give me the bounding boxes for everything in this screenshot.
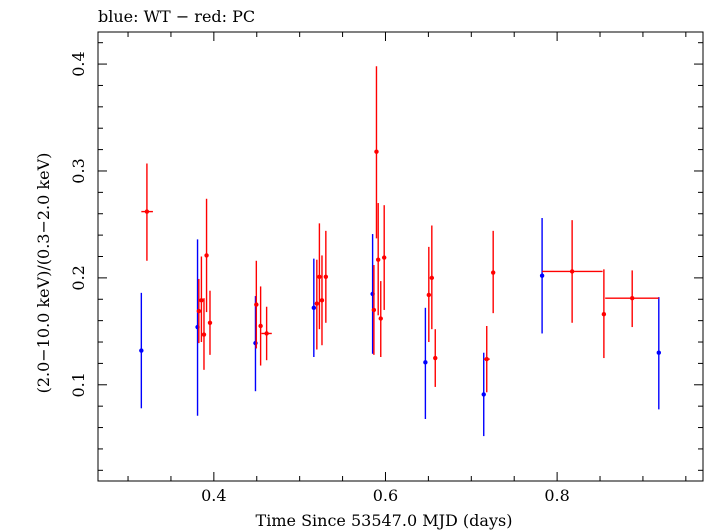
- data-point: [378, 316, 383, 321]
- data-point: [196, 308, 202, 314]
- data-point: [314, 301, 320, 306]
- data-point: [433, 355, 438, 361]
- data-point: [204, 253, 209, 258]
- data-point: [374, 149, 379, 154]
- data-point: [323, 274, 329, 280]
- x-tick-label: 0.8: [544, 486, 569, 505]
- chart-title: blue: WT − red: PC: [98, 7, 256, 26]
- data-point: [317, 274, 322, 280]
- data-point: [375, 257, 381, 262]
- data-point: [481, 392, 486, 397]
- data-point: [429, 275, 435, 281]
- data-point: [199, 298, 204, 303]
- plot-frame: [97, 31, 704, 482]
- series-wt: [139, 218, 662, 437]
- data-point: [201, 332, 207, 337]
- series-pc: [141, 66, 659, 393]
- data-point: [258, 323, 263, 329]
- data-point: [144, 209, 150, 214]
- data-point: [490, 270, 496, 275]
- y-tick-label: 0.2: [69, 265, 88, 290]
- y-tick-label: 0.3: [69, 158, 88, 183]
- data-point: [630, 295, 635, 301]
- data-point: [311, 305, 317, 311]
- x-tick-label: 0.6: [373, 486, 398, 505]
- y-axis-label: (2.0−10.0 keV)/(0.3−2.0 keV): [34, 153, 53, 394]
- data-point: [381, 255, 387, 260]
- x-axis-label: Time Since 53547.0 MJD (days): [256, 511, 513, 530]
- axis-ticks: 0.4 0.6 0.8 0.1 0.2 0.3 0.4: [69, 32, 703, 505]
- y-tick-label: 0.4: [69, 51, 88, 76]
- x-tick-label: 0.4: [201, 486, 226, 505]
- data-point: [319, 298, 325, 303]
- data-point: [569, 269, 575, 274]
- data-point: [371, 307, 377, 313]
- data-point: [539, 273, 545, 278]
- data-point: [426, 292, 432, 298]
- data-series: [139, 66, 662, 437]
- y-tick-label: 0.1: [69, 372, 88, 397]
- data-point: [139, 348, 144, 353]
- data-point: [601, 312, 607, 317]
- data-point: [484, 356, 489, 362]
- data-point: [264, 331, 269, 336]
- data-point: [254, 302, 259, 307]
- data-point: [423, 360, 428, 365]
- data-point: [207, 320, 213, 325]
- data-point: [656, 350, 662, 355]
